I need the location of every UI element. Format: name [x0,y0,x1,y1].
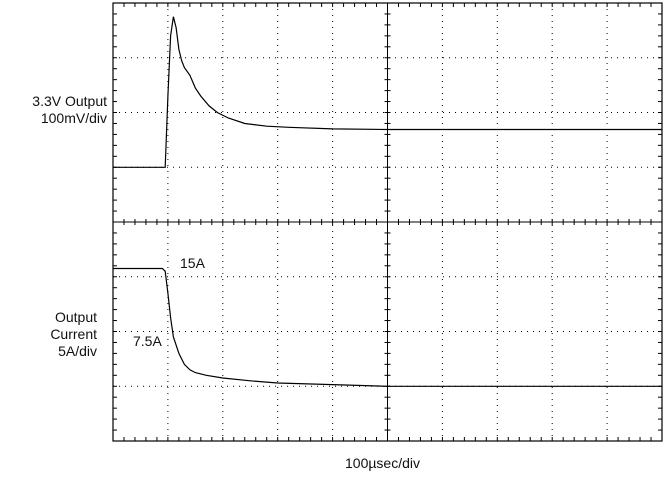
x-axis-label: 100µsec/div [345,455,420,471]
annotation-15a: 15A [180,255,205,271]
current-axis-label: Output Current 5A/div [50,309,97,360]
current-axis-label-line1: Output [54,309,97,325]
voltage-axis-label: 3.3V Output 100mV/div [32,93,107,127]
current-axis-label-line2: Current [50,326,97,342]
voltage-trace [113,16,662,168]
graticule [112,2,663,442]
current-trace [113,267,662,387]
voltage-axis-label-line2: 100mV/div [40,110,107,126]
annotation-7-5a: 7.5A [133,333,162,349]
current-axis-label-line3: 5A/div [58,343,97,359]
voltage-axis-label-line1: 3.3V Output [32,93,107,109]
